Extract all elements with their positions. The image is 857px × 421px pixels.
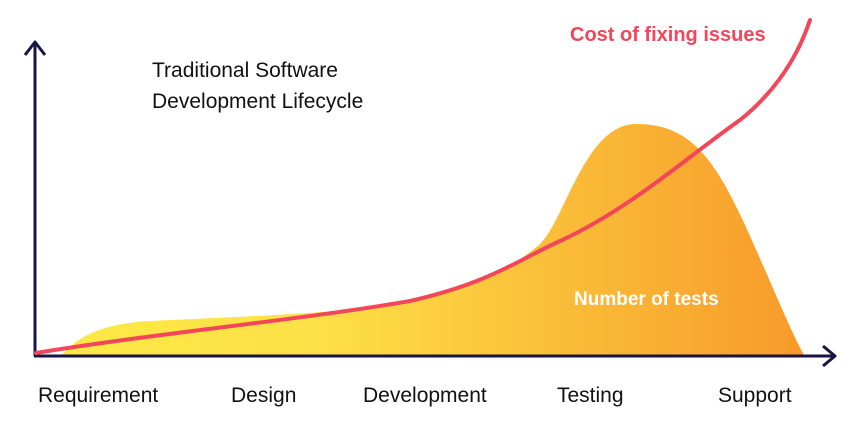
diagram-title-line-2: Development Lifecycle	[152, 90, 363, 113]
stage-label-support: Support	[718, 384, 792, 407]
stage-label-design: Design	[231, 384, 296, 407]
cost-of-fixing-curve	[34, 18, 812, 355]
y-axis-arrow-icon	[23, 40, 47, 56]
cost-curve-label: Cost of fixing issues	[570, 24, 766, 46]
stage-label-testing: Testing	[557, 384, 624, 407]
number-of-tests-area	[60, 123, 805, 357]
stage-label-development: Development	[363, 384, 487, 407]
stage-labels: Requirement Design Development Testing S…	[38, 384, 792, 407]
diagram-title-line-1: Traditional Software	[152, 59, 338, 82]
number-of-tests-label: Number of tests	[574, 289, 719, 310]
stage-label-requirement: Requirement	[38, 384, 158, 407]
x-axis-arrow-icon	[822, 344, 837, 368]
axes	[23, 40, 837, 368]
